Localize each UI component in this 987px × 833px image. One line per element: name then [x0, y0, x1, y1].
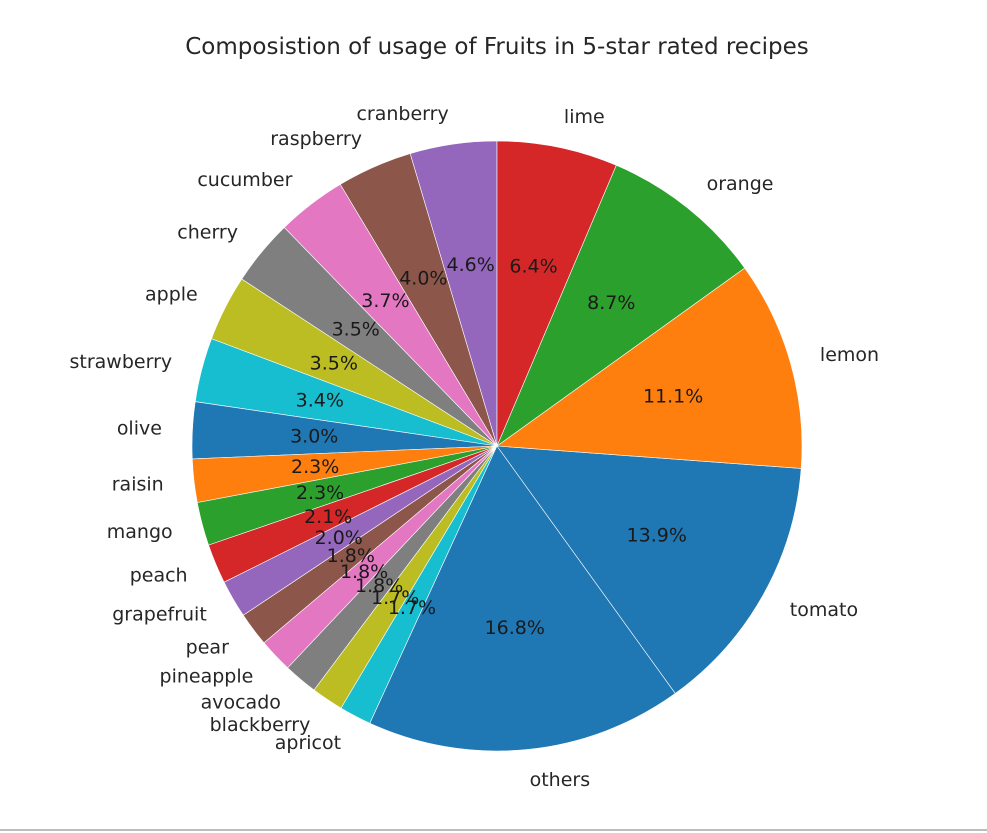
pct-label-cucumber: 3.7%	[361, 290, 409, 312]
slice-label-raisin: raisin	[112, 473, 164, 495]
pct-label-raisin: 2.3%	[291, 456, 339, 478]
pie-slice-others	[369, 445, 676, 752]
pie-slice-tomato	[496, 445, 802, 694]
pie-slices	[191, 140, 803, 752]
slice-label-orange: orange	[707, 173, 774, 195]
pct-label-cranberry: 4.6%	[447, 254, 495, 276]
pct-label-lime: 6.4%	[509, 256, 557, 278]
pct-label-cherry: 3.5%	[332, 319, 380, 341]
slice-label-strawberry: strawberry	[70, 351, 173, 373]
slice-label-apricot: apricot	[275, 732, 341, 754]
pct-label-avocado: 1.8%	[355, 575, 403, 597]
slice-label-raspberry: raspberry	[270, 128, 362, 150]
pct-label-others: 16.8%	[485, 617, 545, 639]
slice-label-pear: pear	[186, 637, 229, 659]
pct-label-pineapple: 1.8%	[340, 561, 388, 583]
pct-label-tomato: 13.9%	[627, 524, 687, 546]
pct-label-strawberry: 3.4%	[296, 389, 344, 411]
pct-label-raspberry: 4.0%	[399, 267, 447, 289]
slice-label-pineapple: pineapple	[160, 666, 254, 688]
pct-label-blackberry: 1.7%	[371, 587, 419, 609]
pct-label-lemon: 11.1%	[643, 385, 703, 407]
pct-label-orange: 8.7%	[587, 292, 635, 314]
slice-label-mango: mango	[107, 521, 173, 543]
pct-label-peach: 2.1%	[304, 506, 352, 528]
pie-slice-lemon	[496, 267, 803, 469]
slice-label-peach: peach	[130, 565, 188, 587]
chart-title: Composistion of usage of Fruits in 5-sta…	[185, 34, 808, 60]
pct-label-apricot: 1.7%	[388, 597, 436, 619]
slice-labels: cranberry raspberry cucumber cherry apple str…	[70, 103, 880, 791]
slice-label-apple: apple	[145, 283, 198, 305]
slice-label-grapefruit: grapefruit	[112, 603, 207, 625]
slice-label-lemon: lemon	[820, 344, 879, 366]
pct-label-apple: 3.5%	[310, 352, 358, 374]
pie-slice-lime	[496, 140, 617, 447]
pct-label-olive: 3.0%	[290, 426, 338, 448]
pct-label-pear: 1.8%	[327, 545, 375, 567]
pie-slice-orange	[496, 164, 746, 447]
pct-label-mango: 2.3%	[296, 482, 344, 504]
bottom-divider	[0, 829, 987, 831]
slice-label-olive: olive	[117, 418, 162, 440]
pct-label-grapefruit: 2.0%	[315, 527, 363, 549]
percentage-labels: 4.6%4.0%3.7%3.5%3.5%3.4%3.0%2.3%2.3%2.1%…	[290, 254, 703, 639]
slice-label-avocado: avocado	[201, 692, 281, 714]
slice-label-cucumber: cucumber	[197, 169, 292, 191]
slice-label-cherry: cherry	[177, 222, 238, 244]
slice-label-others: others	[530, 769, 591, 791]
slice-label-lime: lime	[564, 106, 605, 128]
slice-label-blackberry: blackberry	[210, 714, 311, 736]
slice-label-cranberry: cranberry	[356, 103, 448, 125]
slice-label-tomato: tomato	[790, 599, 858, 621]
